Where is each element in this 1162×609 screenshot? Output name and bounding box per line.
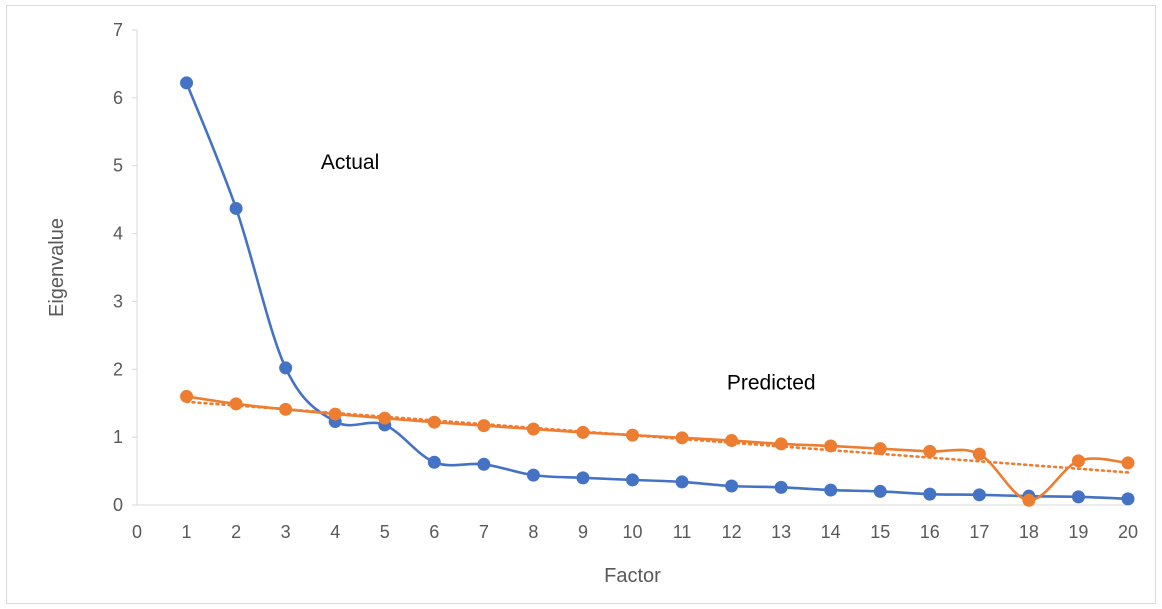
series-2-point <box>675 431 689 445</box>
y-tick-label: 7 <box>113 20 123 40</box>
series-2-point <box>477 419 491 433</box>
series-1-point <box>427 455 441 469</box>
series-2-point <box>725 434 739 448</box>
series-1-point <box>725 479 739 493</box>
x-tick-label: 6 <box>429 522 439 542</box>
series-2-point <box>279 402 293 416</box>
x-tick-label: 5 <box>380 522 390 542</box>
series-2-point <box>229 397 243 411</box>
series-2-point <box>1121 456 1135 470</box>
x-tick-label: 2 <box>231 522 241 542</box>
series-2-point <box>774 437 788 451</box>
x-tick-label: 8 <box>528 522 538 542</box>
series-1-point <box>675 475 689 489</box>
series-1-point <box>1071 490 1085 504</box>
y-tick-label: 5 <box>113 156 123 176</box>
x-tick-label: 7 <box>479 522 489 542</box>
series-2-point <box>378 411 392 425</box>
series-2-point <box>972 447 986 461</box>
y-tick-label: 0 <box>113 495 123 515</box>
series-2-line <box>186 395 1129 502</box>
x-tick-label: 4 <box>330 522 340 542</box>
x-tick-label: 17 <box>969 522 989 542</box>
series-1-point <box>774 480 788 494</box>
series-2-point <box>923 444 937 458</box>
series-2 <box>180 389 1135 507</box>
series-1-point <box>229 201 243 215</box>
series-1-point <box>626 473 639 487</box>
series-1-point <box>1121 492 1135 506</box>
y-tick-label: 6 <box>113 88 123 108</box>
chart-frame <box>6 5 1156 604</box>
x-tick-label: 14 <box>821 522 841 542</box>
series-1 <box>180 76 1135 506</box>
series-2-point <box>873 442 887 456</box>
series-2-point <box>1071 454 1085 468</box>
annotation-label: Predicted <box>727 372 816 395</box>
x-tick-label: 11 <box>673 522 692 542</box>
x-tick-label: 13 <box>771 522 791 542</box>
series-layer <box>180 76 1135 507</box>
x-tick-label: 10 <box>622 522 642 542</box>
annotation-layer: Actual Predicted <box>321 151 816 395</box>
y-tick-label: 4 <box>113 224 123 244</box>
x-tick-label: 18 <box>1019 522 1039 542</box>
series-2-point <box>427 415 441 429</box>
series-2-point <box>626 428 639 442</box>
x-tick-label: 15 <box>870 522 890 542</box>
y-tick-label: 3 <box>113 291 123 311</box>
series-2-point <box>328 407 342 421</box>
series-2-point <box>526 422 540 436</box>
x-tick-label: 1 <box>182 522 192 542</box>
x-tick-label: 3 <box>281 522 291 542</box>
x-axis-title: Factor <box>604 565 661 587</box>
series-2-point <box>180 389 194 403</box>
y-axis-title: Eigenvalue <box>46 218 68 317</box>
series-1-point <box>873 484 887 498</box>
series-2-point <box>1022 493 1036 507</box>
series-1-point <box>923 487 937 501</box>
series-1-point <box>180 76 194 90</box>
x-tick-label: 0 <box>132 522 142 542</box>
y-tick-label: 2 <box>113 359 123 379</box>
series-1-point <box>824 483 838 497</box>
series-2-point <box>576 425 590 439</box>
x-tick-label: 12 <box>722 522 742 542</box>
series-1-point <box>576 471 590 485</box>
series-1-point <box>279 361 293 375</box>
annotation-label: Actual <box>321 151 379 174</box>
series-2-point <box>824 439 838 453</box>
x-tick-label: 16 <box>920 522 940 542</box>
series-1-point <box>526 468 540 482</box>
x-tick-label: 9 <box>578 522 588 542</box>
x-tick-label: 19 <box>1068 522 1088 542</box>
series-1-point <box>972 488 986 502</box>
series-1-point <box>477 457 491 471</box>
y-tick-label: 1 <box>113 427 123 447</box>
x-tick-label: 20 <box>1118 522 1138 542</box>
